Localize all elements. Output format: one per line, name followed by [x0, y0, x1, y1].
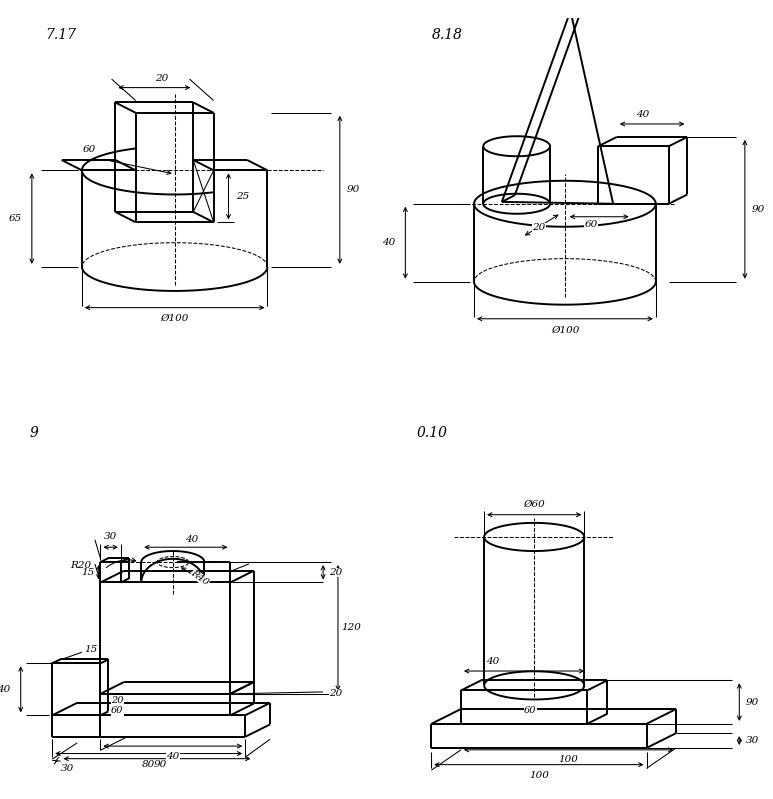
- Text: 100: 100: [559, 754, 578, 764]
- Text: 40: 40: [0, 685, 11, 694]
- Text: 40: 40: [185, 535, 198, 543]
- Text: 0.10: 0.10: [417, 426, 448, 439]
- Text: 30: 30: [746, 736, 759, 745]
- Text: 60: 60: [111, 706, 124, 715]
- Text: 20: 20: [329, 568, 342, 577]
- Text: 90: 90: [154, 760, 167, 769]
- Text: 100: 100: [529, 771, 549, 781]
- Text: 40: 40: [486, 658, 499, 666]
- Text: 25: 25: [236, 192, 249, 201]
- Text: 15: 15: [84, 645, 98, 654]
- Text: 15: 15: [81, 568, 94, 577]
- Text: Ø100: Ø100: [550, 325, 579, 335]
- Text: R20: R20: [70, 561, 91, 570]
- Text: 20: 20: [329, 690, 342, 698]
- Text: 80: 80: [142, 760, 155, 769]
- Text: 60: 60: [524, 706, 536, 715]
- Text: 40: 40: [382, 238, 395, 247]
- Text: 65: 65: [9, 214, 22, 223]
- Text: 20: 20: [533, 224, 546, 233]
- Text: 9: 9: [30, 426, 39, 439]
- Text: 40: 40: [166, 752, 179, 761]
- Text: 7.17: 7.17: [45, 28, 76, 42]
- Text: 20: 20: [111, 696, 124, 705]
- Text: 120: 120: [341, 623, 361, 633]
- Text: Ø60: Ø60: [523, 500, 545, 509]
- Text: R40: R40: [189, 569, 211, 587]
- Text: 30: 30: [104, 532, 117, 542]
- Text: 30: 30: [60, 764, 73, 773]
- Text: Ø100: Ø100: [161, 314, 189, 324]
- Text: 90: 90: [751, 205, 764, 214]
- Text: 60: 60: [83, 145, 96, 154]
- Text: 8.18: 8.18: [431, 28, 462, 42]
- Text: 60: 60: [584, 220, 598, 229]
- Text: 20: 20: [155, 74, 169, 83]
- Text: 90: 90: [746, 698, 759, 706]
- Text: 90: 90: [346, 185, 359, 194]
- Text: 40: 40: [636, 110, 649, 119]
